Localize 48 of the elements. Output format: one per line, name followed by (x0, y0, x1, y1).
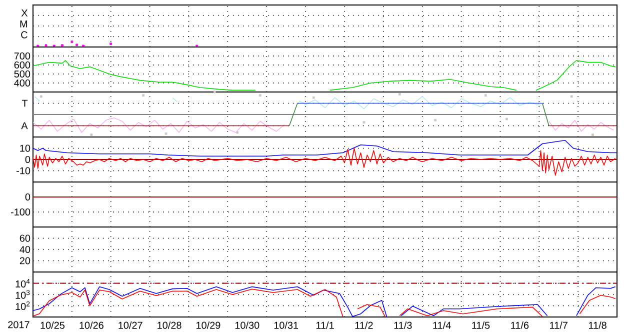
x-tick-label: 10/29 (196, 322, 220, 329)
text: A (21, 122, 28, 130)
y-tick-label: 20 (20, 257, 30, 264)
y-tick-label: 700 (14, 52, 30, 60)
point (258, 94, 262, 97)
x-tick-label: 11/3 (394, 322, 412, 329)
point (164, 132, 168, 135)
text: M (20, 20, 27, 28)
y-tick-label: 10$^{2}$ (16, 301, 30, 310)
x-tick-label: 11/2 (355, 322, 373, 329)
x-tick-label: 11/5 (472, 322, 490, 329)
point (434, 118, 437, 122)
x-tick-label: 11/1 (316, 322, 334, 329)
y-tick-label: 60 (20, 234, 30, 242)
point (236, 131, 239, 134)
point (570, 95, 573, 98)
point (142, 94, 145, 97)
x-tick-label: 11/6 (511, 322, 529, 329)
x-tick-label: 10/30 (235, 322, 260, 329)
x-tick-label: 10/27 (118, 322, 142, 329)
point (312, 96, 315, 99)
point (362, 121, 366, 124)
x-tick-label: 10/26 (80, 322, 104, 329)
text: T (22, 100, 28, 107)
point (213, 90, 216, 94)
y-tick-label: 10$^{4}$ (16, 278, 30, 288)
x-tick-label: 10/25 (40, 322, 65, 329)
x-tick-label: 10/28 (158, 322, 182, 329)
point (505, 118, 508, 120)
y-tick-label: 0 (25, 193, 30, 201)
point (40, 95, 42, 98)
text: X (21, 10, 28, 16)
x-tick-label: 11/7 (550, 322, 568, 329)
y-tick-label: 40 (20, 246, 30, 254)
x-axis-title: 2017 (8, 321, 30, 328)
y-tick-label: -100 (10, 208, 30, 216)
y-tick-label: 600 (14, 61, 30, 69)
y-tick-label: 400 (14, 79, 30, 87)
y-tick-label: -10 (16, 167, 30, 174)
x-tick-label: 10/31 (274, 322, 298, 329)
y-tick-label: 10 (20, 144, 30, 152)
y-tick-label: 10$^{3}$ (16, 290, 30, 299)
y-tick-label: 500 (14, 70, 30, 78)
x-tick-label: 11/4 (433, 322, 451, 329)
x-tick-label: 11/8 (588, 322, 606, 329)
y-tick-label: 0 (25, 156, 30, 164)
point (484, 94, 487, 97)
text: C (21, 31, 28, 38)
